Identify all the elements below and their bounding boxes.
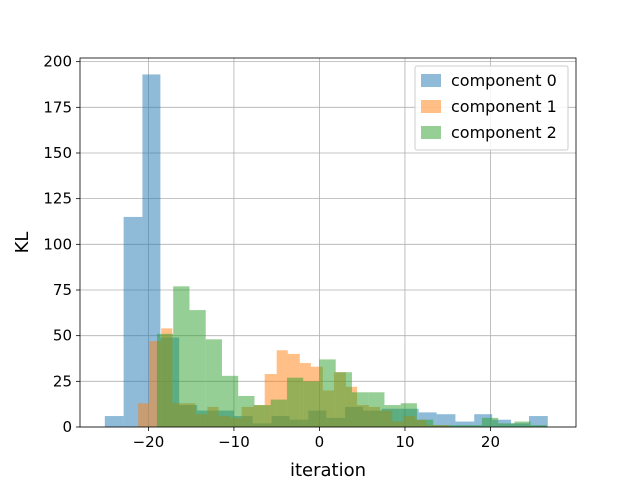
x-tick-label: −10 [218, 433, 250, 451]
histogram-bar [498, 423, 515, 427]
histogram-bar [270, 399, 287, 427]
y-tick-label: 100 [43, 235, 72, 253]
histogram-bar [368, 392, 385, 427]
y-tick-label: 50 [53, 327, 72, 345]
histogram-bar [286, 377, 304, 427]
histogram-bars [104, 74, 548, 427]
histogram-bar [530, 425, 547, 427]
histogram-bar [465, 425, 482, 427]
y-tick-label: 150 [43, 144, 72, 162]
histogram-bar [123, 216, 143, 427]
histogram-bar [205, 339, 222, 427]
histogram-bar [514, 421, 531, 427]
y-tick-label: 200 [43, 53, 72, 71]
histogram-bar [189, 310, 206, 427]
y-axis-label: KL [12, 232, 33, 254]
histogram-bar [254, 405, 271, 427]
x-tick-label: −20 [133, 433, 165, 451]
legend-label: component 2 [451, 123, 557, 142]
y-tick-label: 0 [62, 418, 72, 436]
legend-label: component 0 [451, 71, 557, 90]
y-tick-label: 25 [53, 372, 72, 390]
histogram-bar [436, 414, 456, 427]
x-tick-label: 20 [481, 433, 500, 451]
x-tick-label: 0 [315, 433, 325, 451]
histogram-bar [156, 333, 174, 427]
y-tick-label: 125 [43, 190, 72, 208]
x-tick-label: 10 [395, 433, 414, 451]
histogram-bar [433, 425, 450, 427]
histogram-bar [104, 416, 124, 427]
histogram-bar [416, 419, 434, 427]
histogram-bar [138, 403, 150, 427]
histogram-bar [455, 421, 475, 427]
histogram-bar [351, 392, 369, 427]
y-tick-label: 75 [53, 281, 72, 299]
legend-box [414, 65, 569, 151]
histogram-bar [276, 350, 288, 427]
x-axis-label: iteration [290, 460, 366, 480]
histogram-bar [303, 381, 320, 427]
legend-swatch [421, 100, 441, 113]
histogram-bar [481, 417, 499, 427]
legend-label: component 1 [451, 97, 557, 116]
histogram-bar [400, 403, 417, 427]
histogram-bar [384, 405, 401, 427]
plot-area-frame [79, 57, 577, 428]
y-tick-label: 175 [43, 98, 72, 116]
histogram-bar [528, 416, 548, 427]
histogram-bar [449, 425, 466, 427]
legend: component 0 component 1 component 2 [414, 65, 569, 151]
histogram-bar [173, 286, 190, 427]
histogram-bar [319, 359, 336, 427]
series-2-bars [156, 286, 547, 427]
histogram-bar [149, 341, 162, 427]
legend-swatch [421, 74, 441, 87]
histogram-bar [238, 395, 255, 427]
histogram-bar [142, 74, 161, 427]
histogram-bar [221, 375, 239, 427]
histogram-bar [335, 372, 352, 427]
legend-swatch [421, 126, 441, 139]
